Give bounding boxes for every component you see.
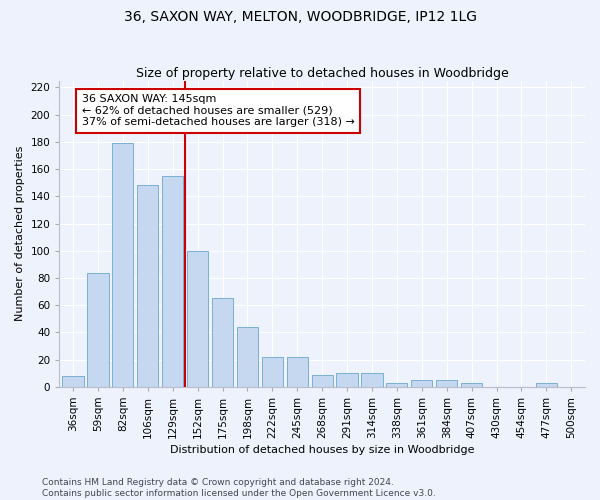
- Bar: [536, 383, 557, 387]
- Text: 36, SAXON WAY, MELTON, WOODBRIDGE, IP12 1LG: 36, SAXON WAY, MELTON, WOODBRIDGE, IP12 …: [124, 10, 476, 24]
- Bar: [311, 374, 333, 387]
- Bar: [237, 327, 258, 387]
- Bar: [112, 144, 133, 387]
- Bar: [287, 357, 308, 387]
- Bar: [88, 272, 109, 387]
- Bar: [436, 380, 457, 387]
- Text: Contains HM Land Registry data © Crown copyright and database right 2024.
Contai: Contains HM Land Registry data © Crown c…: [42, 478, 436, 498]
- Bar: [386, 383, 407, 387]
- Text: 36 SAXON WAY: 145sqm
← 62% of detached houses are smaller (529)
37% of semi-deta: 36 SAXON WAY: 145sqm ← 62% of detached h…: [82, 94, 355, 128]
- Bar: [337, 374, 358, 387]
- X-axis label: Distribution of detached houses by size in Woodbridge: Distribution of detached houses by size …: [170, 445, 475, 455]
- Y-axis label: Number of detached properties: Number of detached properties: [15, 146, 25, 322]
- Bar: [162, 176, 183, 387]
- Bar: [187, 251, 208, 387]
- Bar: [212, 298, 233, 387]
- Bar: [137, 186, 158, 387]
- Bar: [62, 376, 83, 387]
- Bar: [461, 383, 482, 387]
- Bar: [411, 380, 433, 387]
- Bar: [262, 357, 283, 387]
- Bar: [361, 374, 383, 387]
- Title: Size of property relative to detached houses in Woodbridge: Size of property relative to detached ho…: [136, 66, 509, 80]
